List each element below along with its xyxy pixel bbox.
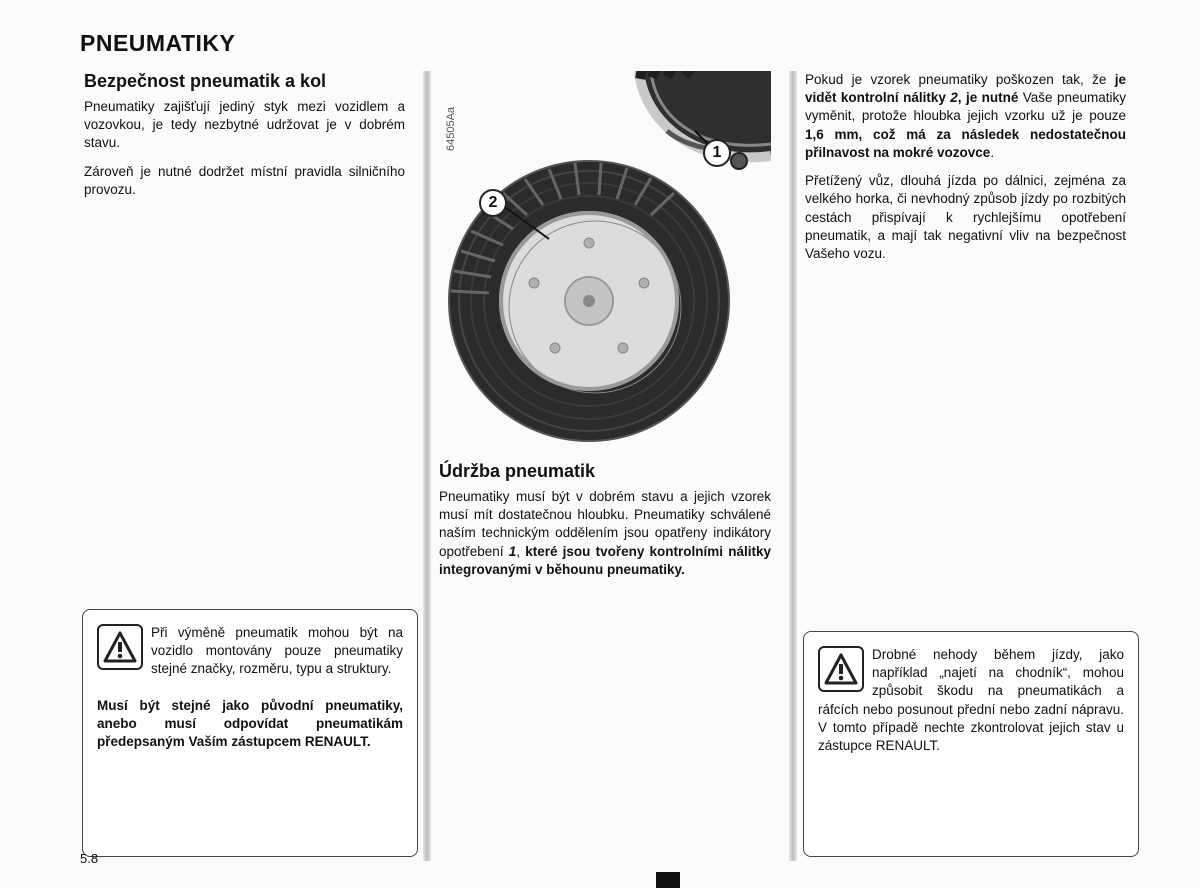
column-divider-1 (423, 71, 431, 861)
warning-icon (818, 646, 864, 692)
col3-para-1: Pokud je vzorek pneumatiky poškozen tak,… (805, 71, 1126, 162)
column-3: Pokud je vzorek pneumatiky poškozen tak,… (801, 71, 1130, 861)
column-1: Bezpečnost pneumatik a kol Pneumatiky za… (80, 71, 409, 861)
col3-p1-b3: 1,6 mm, což má za následek nedostatečnou… (805, 127, 1126, 160)
section-tab (656, 872, 680, 888)
col3-p1-ref: 2 (950, 90, 958, 105)
col2-p1-b: , (516, 544, 525, 559)
col1-para-1: Pneumatiky zajišťují jediný styk mezi vo… (84, 98, 405, 153)
col1-para-2: Zároveň je nutné dodržet místní pravidla… (84, 163, 405, 199)
warning-box-left: Při výměně pneumatik mohou být na vozidl… (82, 609, 418, 857)
column-divider-2 (789, 71, 797, 861)
tire-illustration (439, 71, 771, 451)
subhead-safety: Bezpečnost pneumatik a kol (84, 71, 405, 92)
col3-p1-a: Pokud je vzorek pneumatiky poškozen tak,… (805, 72, 1115, 87)
callout-1: 1 (703, 139, 731, 167)
page-title: PNEUMATIKY (80, 30, 1130, 57)
subhead-maintenance: Údržba pneumatik (439, 461, 771, 482)
page-number: 5.8 (80, 851, 98, 866)
warning-icon (97, 624, 143, 670)
warn-left-bold: Musí být stejné jako původní pneumatiky,… (97, 698, 403, 749)
warn-left-lead: Při výměně pneumatik mohou být na vozidl… (151, 625, 403, 676)
tire-figure: 64505Aa (439, 71, 771, 451)
callout-2: 2 (479, 189, 507, 217)
figure-ref-code: 64505Aa (445, 107, 457, 151)
col3-p1-d: . (990, 145, 994, 160)
col3-para-2: Přetížený vůz, dlouhá jízda po dálnici, … (805, 172, 1126, 263)
col3-p1-b2: , je nutné (958, 90, 1019, 105)
warning-box-right: Drobné nehody během jízdy, jako napříkla… (803, 631, 1139, 857)
col2-para-1: Pneumatiky musí být v dobrém stavu a jej… (439, 488, 771, 579)
column-2: 64505Aa (435, 71, 775, 861)
columns: Bezpečnost pneumatik a kol Pneumatiky za… (80, 71, 1130, 861)
